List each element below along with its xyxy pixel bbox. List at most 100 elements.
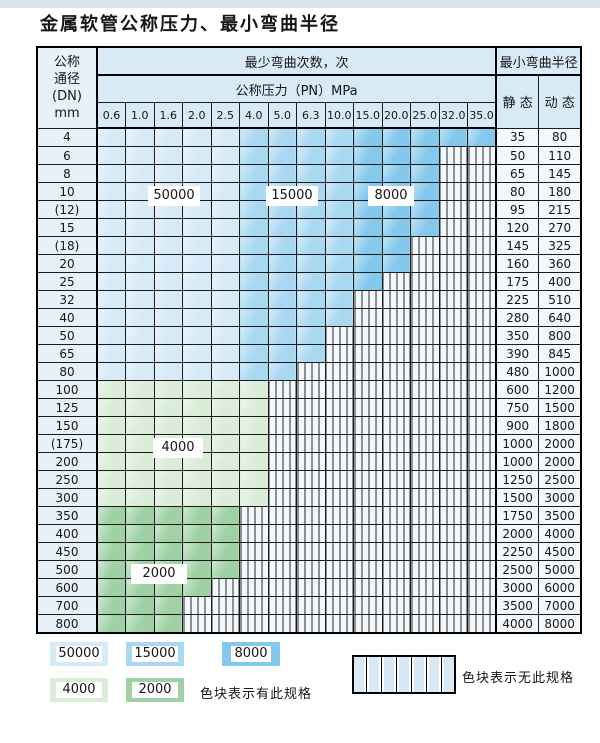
bend-cycles-header: 最少弯曲次数，次: [96, 46, 497, 76]
static-radius-value: 80: [495, 182, 540, 201]
no-spec-cell: [381, 452, 411, 471]
spec-cell: [153, 488, 183, 507]
table-row: 6 50 110: [36, 146, 582, 165]
table-row: 700 3500 7000: [36, 596, 582, 615]
no-spec-cell: [438, 272, 468, 291]
no-spec-cell: [467, 524, 497, 543]
spec-cell: [410, 182, 440, 201]
spec-cell: [153, 218, 183, 237]
dynamic-radius-value: 1200: [538, 380, 582, 399]
static-radius-value: 3500: [495, 596, 540, 615]
spec-cell: [210, 398, 240, 417]
no-spec-cell: [467, 560, 497, 579]
spec-cell: [153, 127, 183, 147]
no-spec-cell: [438, 290, 468, 309]
static-radius-value: 50: [495, 146, 540, 165]
static-radius-value: 225: [495, 290, 540, 309]
no-spec-cell: [438, 218, 468, 237]
table-row: 200 1000 2000: [36, 452, 582, 471]
spec-cell: [210, 434, 240, 453]
no-spec-cell: [267, 470, 297, 489]
no-spec-cell: [410, 578, 440, 597]
spec-cell: [182, 524, 212, 543]
spec-cell: [296, 146, 326, 165]
static-radius-value: 95: [495, 200, 540, 219]
pressure-col-header: 1.0: [125, 102, 155, 129]
no-spec-cell: [353, 524, 383, 543]
spec-cell: [125, 470, 155, 489]
no-spec-cell: [324, 524, 354, 543]
spec-cell: [182, 146, 212, 165]
dn-cell: 40: [36, 308, 98, 327]
no-spec-cell: [324, 578, 354, 597]
no-spec-cell: [467, 488, 497, 507]
spec-cell: [153, 506, 183, 525]
no-spec-cell: [267, 614, 297, 634]
zone-label-15000: 15000: [266, 186, 318, 206]
no-spec-cell: [438, 344, 468, 363]
spec-cell: [182, 127, 212, 147]
table-row: 65 390 845: [36, 344, 582, 363]
no-spec-cell: [438, 236, 468, 255]
no-spec-cell: [467, 434, 497, 453]
legend-swatch-label: 2000: [132, 682, 178, 698]
no-spec-cell: [438, 560, 468, 579]
spec-cell: [125, 344, 155, 363]
spec-cell: [210, 164, 240, 183]
dynamic-column-header: 动 态: [538, 74, 582, 129]
no-spec-cell: [438, 254, 468, 273]
spec-cell: [324, 290, 354, 309]
static-radius-value: 1250: [495, 470, 540, 489]
spec-cell: [296, 344, 326, 363]
no-spec-cell: [438, 326, 468, 345]
no-spec-cell: [381, 596, 411, 615]
spec-cell: [210, 416, 240, 435]
dynamic-radius-value: 7000: [538, 596, 582, 615]
table-row: 250 1250 2500: [36, 470, 582, 489]
spec-cell: [153, 614, 183, 634]
static-radius-value: 750: [495, 398, 540, 417]
no-spec-cell: [353, 560, 383, 579]
spec-cell: [239, 326, 269, 345]
spec-cell: [125, 488, 155, 507]
dynamic-radius-value: 800: [538, 326, 582, 345]
dn-cell: 25: [36, 272, 98, 291]
spec-cell: [182, 362, 212, 381]
no-spec-cell: [467, 506, 497, 525]
no-spec-cell: [438, 596, 468, 615]
dn-cell: 300: [36, 488, 98, 507]
no-spec-cell: [353, 452, 383, 471]
spec-cell: [96, 254, 126, 273]
no-spec-cell: [467, 614, 497, 634]
pressure-col-header: 20.0: [381, 102, 411, 129]
no-spec-cell: [467, 164, 497, 183]
spec-cell: [353, 164, 383, 183]
no-spec-cell: [438, 578, 468, 597]
no-spec-cell: [267, 380, 297, 399]
no-spec-cell: [239, 578, 269, 597]
no-spec-cell: [410, 326, 440, 345]
spec-cell: [153, 326, 183, 345]
spec-cell: [96, 596, 126, 615]
dn-cell: 100: [36, 380, 98, 399]
no-spec-cell: [467, 362, 497, 381]
table-row: (175) 1000 2000: [36, 434, 582, 453]
dn-header-line: 通径: [53, 71, 80, 87]
page-title: 金属软管公称压力、最小弯曲半径: [40, 14, 340, 34]
spec-cell: [182, 344, 212, 363]
no-spec-cell: [438, 434, 468, 453]
dynamic-radius-value: 2500: [538, 470, 582, 489]
dynamic-radius-value: 325: [538, 236, 582, 255]
spec-cell: [153, 308, 183, 327]
spec-cell: [267, 146, 297, 165]
spec-cell: [210, 344, 240, 363]
dynamic-radius-value: 6000: [538, 578, 582, 597]
dn-cell: (175): [36, 434, 98, 453]
no-spec-cell: [410, 596, 440, 615]
spec-cell: [296, 218, 326, 237]
spec-cell: [210, 127, 240, 147]
no-spec-cell: [381, 578, 411, 597]
static-radius-value: 120: [495, 218, 540, 237]
no-spec-cell: [381, 344, 411, 363]
spec-cell: [239, 398, 269, 417]
